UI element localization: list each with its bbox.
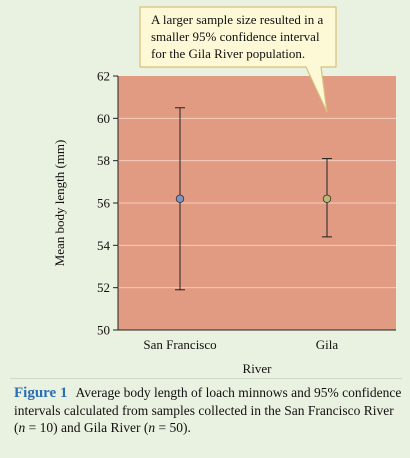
caption-text-3: = 50).	[155, 420, 191, 435]
y-axis-title: Mean body length (mm)	[52, 140, 67, 267]
annotation-line-3: for the Gila River population.	[151, 46, 305, 61]
figure-caption: Figure 1 Average body length of loach min…	[14, 384, 402, 436]
y-tick-label-60: 60	[97, 111, 110, 126]
y-tick-label-58: 58	[97, 153, 110, 168]
y-tick-label-56: 56	[97, 196, 111, 211]
figure-label: Figure 1	[14, 385, 68, 401]
x-tick-label-san-francisco: San Francisco	[143, 337, 216, 352]
y-tick-label-52: 52	[97, 280, 110, 295]
annotation-line-1: A larger sample size resulted in a	[151, 12, 324, 27]
chart: 50 52 54 56 58 60 62 Mean body length (mm) San F…	[52, 6, 396, 376]
x-axis-title: River	[243, 361, 273, 376]
caption-text-2: = 10) and Gila River (	[25, 420, 149, 435]
mean-point-gila	[322, 194, 332, 203]
y-tick-label-62: 62	[97, 69, 110, 84]
caption-text-1: Average body length of loach minnows and…	[14, 385, 402, 435]
x-tick-label-gila: Gila	[316, 337, 339, 352]
caption-divider	[10, 378, 402, 379]
annotation-callout	[139, 6, 337, 113]
y-tick-label-54: 54	[97, 238, 111, 253]
y-tick-label-50: 50	[97, 323, 110, 338]
annotation-line-2: smaller 95% confidence interval	[151, 29, 320, 44]
caption-n-var-2: n	[148, 420, 156, 435]
mean-point-san-francisco	[175, 194, 185, 203]
caption-n-var-1: n	[18, 420, 26, 435]
